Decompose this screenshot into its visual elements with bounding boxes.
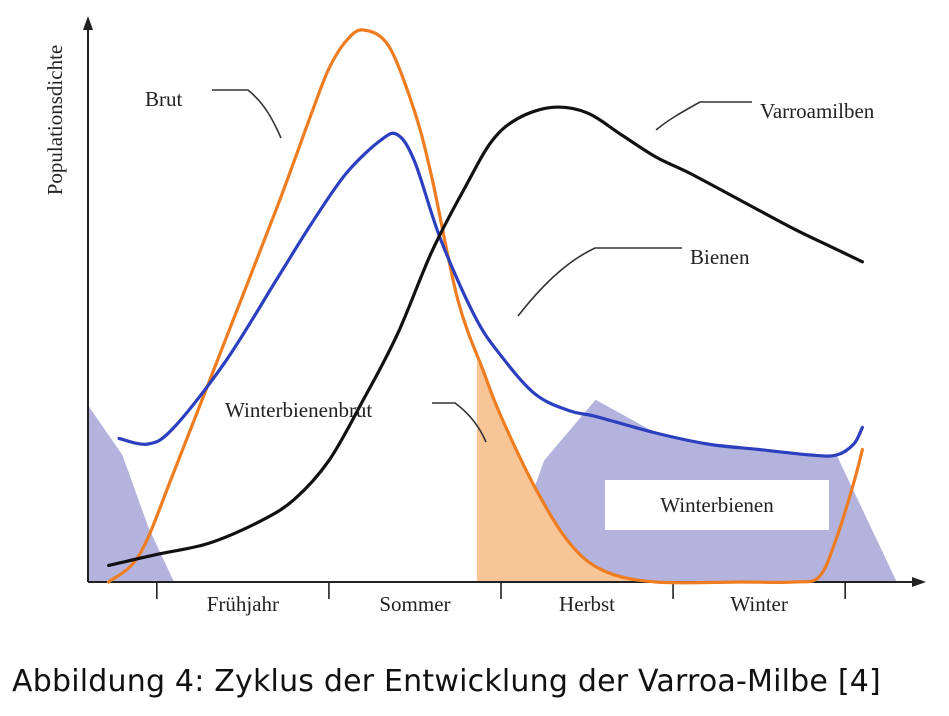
label-winterbienenbrut: Winterbienenbrut [225, 398, 372, 422]
chart: Populationsdichte Brut Bienen Varroamilb… [43, 16, 926, 616]
series-lines [107, 28, 864, 585]
figure-caption: Abbildung 4: Zyklus der Entwicklung der … [12, 664, 881, 699]
series-line-brut [107, 28, 864, 585]
y-axis-label: Populationsdichte [43, 45, 67, 196]
leader-winterbienenbrut [432, 402, 487, 443]
season-labels: Frühjahr Sommer Herbst Winter [207, 592, 788, 616]
label-bienen: Bienen [690, 245, 750, 269]
label-varroamilben: Varroamilben [760, 99, 875, 123]
season-label-herbst: Herbst [559, 592, 615, 616]
series-line-bienen [117, 131, 864, 458]
leader-brut [212, 89, 282, 139]
x-axis-arrow [912, 577, 926, 587]
leader-bienen [517, 247, 682, 317]
season-label-fr-hjahr: Frühjahr [207, 592, 279, 616]
series-line-varroamilben [107, 105, 864, 567]
y-axis-arrow [83, 16, 93, 30]
leader-varroamilben [655, 101, 752, 131]
label-winterbienen: Winterbienen [660, 493, 774, 517]
winterbienen-label-box [605, 480, 829, 530]
annotation-leaders [212, 89, 752, 443]
area-winterbienen-0 [88, 405, 174, 582]
season-label-sommer: Sommer [379, 592, 450, 616]
area-winterbienenbrut-2 [476, 361, 656, 582]
label-brut: Brut [145, 87, 183, 111]
season-ticks [156, 582, 846, 599]
season-label-winter: Winter [730, 592, 787, 616]
